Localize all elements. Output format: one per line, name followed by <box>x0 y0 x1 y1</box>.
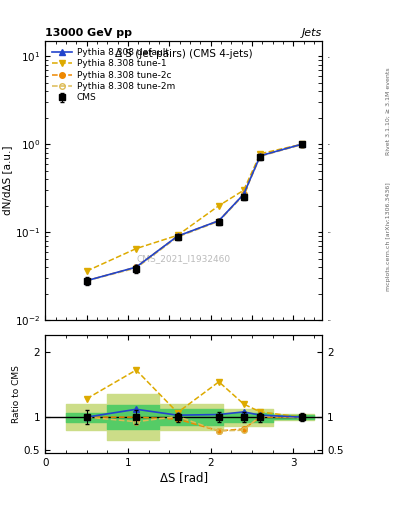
Pythia 8.308 default <box>134 264 138 270</box>
Pythia 8.308 tune-2c <box>299 141 304 147</box>
Pythia 8.308 tune-2m <box>134 265 138 271</box>
Pythia 8.308 tune-1 <box>134 246 138 252</box>
Pythia 8.308 default <box>84 278 89 284</box>
Pythia 8.308 tune-2c <box>258 153 263 159</box>
Pythia 8.308 tune-2m <box>84 278 89 284</box>
Pythia 8.308 default <box>258 153 263 159</box>
Line: Pythia 8.308 tune-1: Pythia 8.308 tune-1 <box>83 141 305 274</box>
Pythia 8.308 default <box>299 141 304 147</box>
Line: Pythia 8.308 tune-2c: Pythia 8.308 tune-2c <box>84 141 304 284</box>
Pythia 8.308 tune-2c <box>175 233 180 239</box>
Legend: Pythia 8.308 default, Pythia 8.308 tune-1, Pythia 8.308 tune-2c, Pythia 8.308 tu: Pythia 8.308 default, Pythia 8.308 tune-… <box>50 46 178 105</box>
Y-axis label: dN/dΔS [a.u.]: dN/dΔS [a.u.] <box>2 146 12 215</box>
Pythia 8.308 default <box>217 218 221 224</box>
Pythia 8.308 tune-2m <box>241 192 246 198</box>
Y-axis label: Ratio to CMS: Ratio to CMS <box>12 365 21 423</box>
Pythia 8.308 tune-2m <box>217 218 221 224</box>
Pythia 8.308 tune-1 <box>299 141 304 147</box>
Text: Δ S (jet pairs) (CMS 4-jets): Δ S (jet pairs) (CMS 4-jets) <box>115 49 253 59</box>
Pythia 8.308 tune-2m <box>299 142 304 148</box>
X-axis label: ΔS [rad]: ΔS [rad] <box>160 471 208 484</box>
Pythia 8.308 tune-2c <box>217 218 221 224</box>
Pythia 8.308 tune-2c <box>84 278 89 284</box>
Text: CMS_2021_I1932460: CMS_2021_I1932460 <box>137 254 231 263</box>
Pythia 8.308 tune-1 <box>258 151 263 157</box>
Pythia 8.308 tune-2m <box>175 234 180 240</box>
Pythia 8.308 tune-1 <box>175 232 180 239</box>
Pythia 8.308 default <box>175 233 180 239</box>
Pythia 8.308 tune-2c <box>241 191 246 197</box>
Text: 13000 GeV pp: 13000 GeV pp <box>45 28 132 38</box>
Text: mcplots.cern.ch [arXiv:1306.3436]: mcplots.cern.ch [arXiv:1306.3436] <box>386 182 391 291</box>
Pythia 8.308 default <box>241 191 246 197</box>
Line: Pythia 8.308 tune-2m: Pythia 8.308 tune-2m <box>84 142 304 284</box>
Line: Pythia 8.308 default: Pythia 8.308 default <box>83 141 305 284</box>
Pythia 8.308 tune-1 <box>217 203 221 209</box>
Text: Rivet 3.1.10; ≥ 3.1M events: Rivet 3.1.10; ≥ 3.1M events <box>386 67 391 155</box>
Text: Jets: Jets <box>302 28 322 38</box>
Pythia 8.308 tune-2c <box>134 264 138 270</box>
Pythia 8.308 tune-1 <box>241 187 246 194</box>
Pythia 8.308 tune-1 <box>84 268 89 274</box>
Pythia 8.308 tune-2m <box>258 153 263 159</box>
